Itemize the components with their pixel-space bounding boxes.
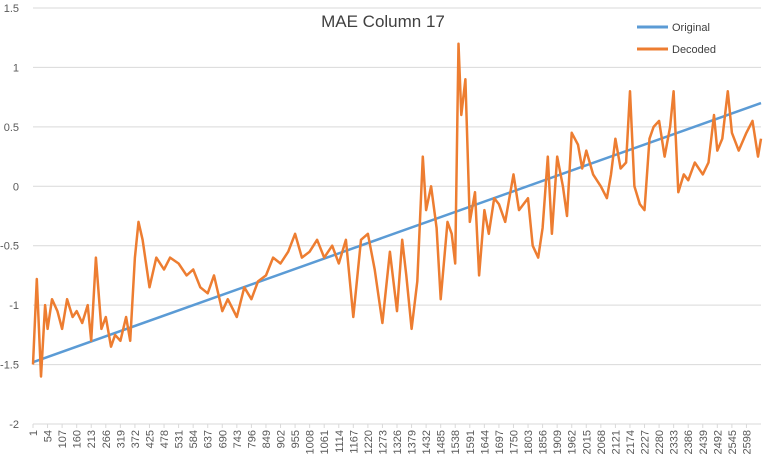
x-tick-label: 266: [101, 430, 113, 448]
x-tick-label: 1: [28, 430, 40, 436]
x-tick-label: 902: [276, 430, 288, 448]
x-tick-label: 1644: [479, 430, 491, 454]
x-tick-label: 319: [115, 430, 127, 448]
x-tick-label: 2386: [683, 430, 695, 454]
x-tick-label: 54: [43, 430, 55, 442]
legend: Original Decoded: [637, 22, 716, 56]
x-tick-label: 584: [188, 430, 200, 448]
y-tick-label: -2: [9, 419, 19, 431]
x-tick-label: 2121: [610, 430, 622, 454]
x-tick-label: 2545: [727, 430, 739, 454]
x-tick-label: 1697: [494, 430, 506, 454]
y-tick-label: 0: [13, 181, 19, 193]
x-tick-label: 2015: [581, 430, 593, 454]
x-tick-label: 1485: [436, 430, 448, 454]
x-tick-label: 1379: [407, 430, 419, 454]
x-tick-label: 1114: [334, 430, 346, 453]
x-tick-label: 531: [174, 430, 186, 448]
x-tick-label: 107: [57, 430, 69, 448]
x-tick-label: 1220: [363, 430, 375, 454]
x-tick-label: 1008: [305, 430, 317, 454]
y-tick-label: -0.5: [0, 241, 19, 253]
legend-label-original: Original: [672, 22, 710, 34]
series-line-original: [32, 101, 762, 364]
x-tick-label: 1591: [465, 430, 477, 454]
y-axis-tick-labels: -2 -1.5 -1 -0.5 0 0.5 1 1.5: [0, 3, 19, 431]
x-tick-label: 425: [144, 430, 156, 448]
x-tick-label: 2492: [712, 430, 724, 454]
x-tick-label: 1167: [348, 430, 360, 454]
x-tick-label: 2598: [741, 430, 753, 454]
x-tick-label: 1432: [421, 430, 433, 454]
y-tick-label: -1.5: [0, 360, 19, 372]
y-tick-label: -1: [9, 300, 19, 312]
x-tick-label: 1061: [319, 430, 331, 454]
x-tick-label: 955: [290, 430, 302, 448]
chart-title: MAE Column 17: [321, 12, 445, 31]
x-tick-label: 743: [232, 430, 244, 448]
x-tick-label: 2174: [625, 430, 637, 454]
x-tick-label: 1538: [450, 430, 462, 454]
x-tick-label: 849: [261, 430, 273, 448]
gridlines: [32, 7, 761, 428]
x-tick-label: 1326: [392, 430, 404, 454]
x-tick-label: 478: [159, 430, 171, 448]
x-tick-label: 690: [217, 430, 229, 448]
y-tick-label: 1: [13, 62, 19, 74]
x-tick-label: 796: [246, 430, 258, 448]
series-line-decoded: [31, 42, 763, 378]
x-tick-label: 1909: [552, 430, 564, 454]
x-tick-label: 1750: [508, 430, 520, 454]
x-axis-tick-labels: 1 54 107 160 213 266 319 372 425 478 531 584 637 690 7…: [28, 430, 753, 454]
x-tick-label: 1856: [538, 430, 550, 454]
x-tick-label: 1273: [377, 430, 389, 454]
x-tick-label: 372: [130, 430, 142, 448]
x-tick-label: 2439: [698, 430, 710, 454]
legend-label-decoded: Decoded: [672, 44, 716, 56]
series-lines: [31, 42, 763, 378]
x-tick-label: 637: [203, 430, 215, 448]
x-tick-label: 160: [72, 430, 84, 448]
y-tick-label: 0.5: [4, 122, 19, 134]
x-tick-label: 2227: [640, 430, 652, 454]
y-tick-label: 1.5: [4, 3, 19, 15]
x-tick-label: 2280: [654, 430, 666, 454]
x-tick-label: 213: [86, 430, 98, 448]
x-tick-label: 2068: [596, 430, 608, 454]
x-tick-label: 2333: [669, 430, 681, 454]
x-tick-label: 1803: [523, 430, 535, 454]
x-tick-label: 1962: [567, 430, 579, 454]
